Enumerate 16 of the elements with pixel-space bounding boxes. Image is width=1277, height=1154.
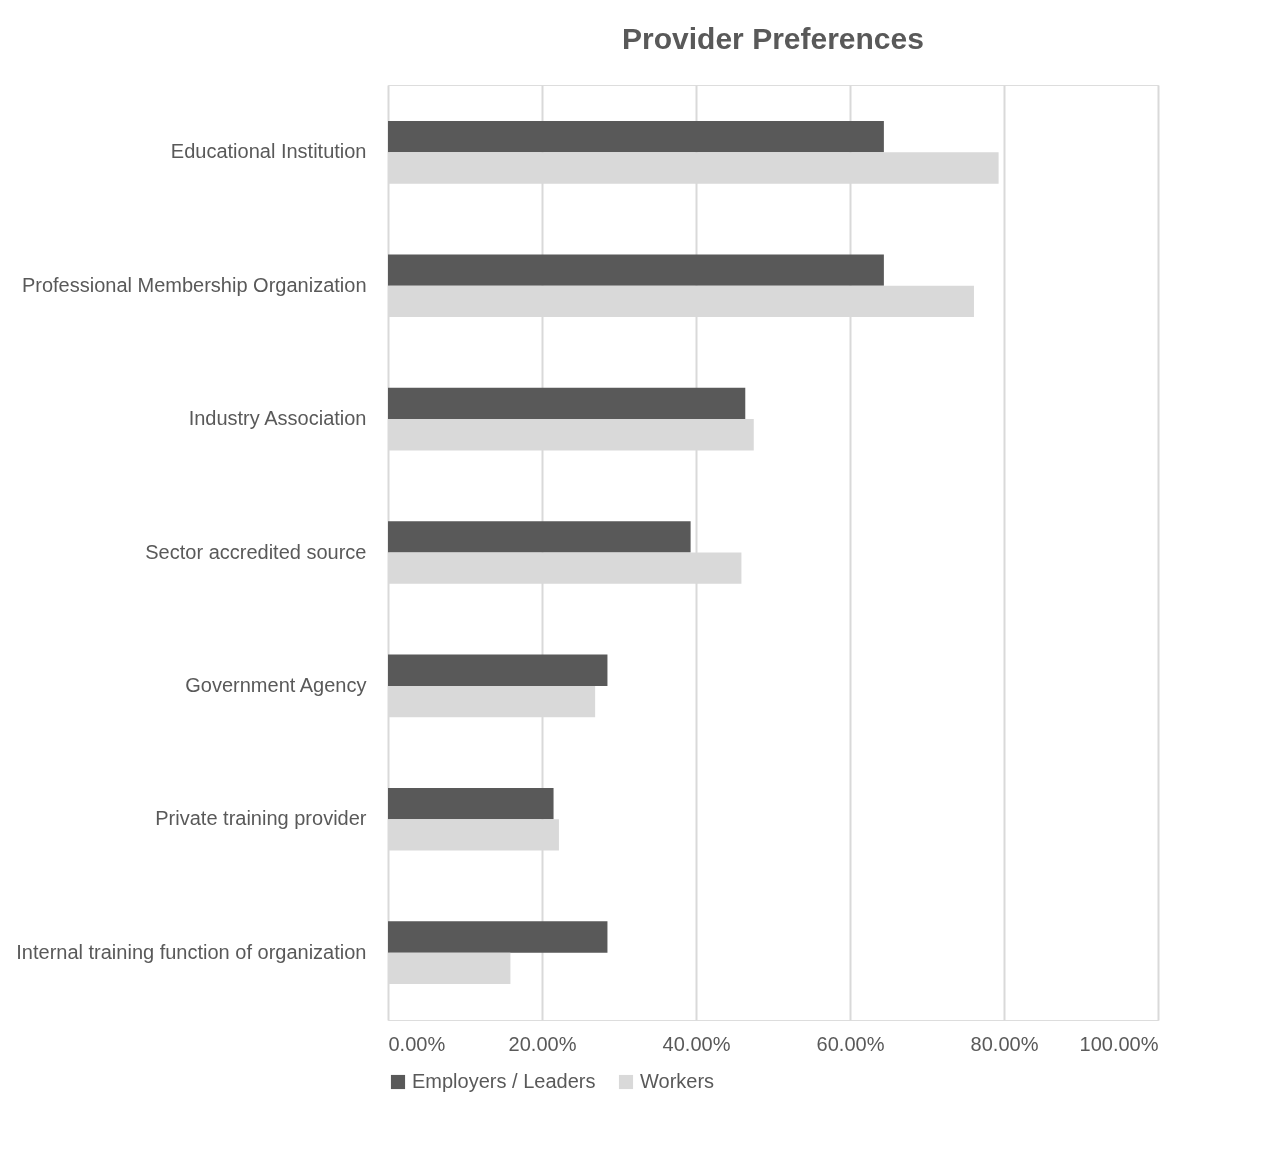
- y-tick-label: Sector accredited source: [145, 540, 367, 563]
- legend-label: Employers / Leaders: [412, 1070, 596, 1092]
- legend-label: Workers: [640, 1070, 715, 1092]
- x-tick-label: 100.00%: [1079, 1032, 1159, 1055]
- x-tick-label: 0.00%: [388, 1032, 446, 1055]
- chart-title: Provider Preferences: [622, 22, 924, 55]
- x-tick-label: 80.00%: [970, 1032, 1039, 1055]
- x-tick-label: 40.00%: [662, 1032, 731, 1055]
- x-tick-label: 20.00%: [508, 1032, 577, 1055]
- x-tick-label: 60.00%: [816, 1032, 885, 1055]
- y-tick-label: Professional Membership Organization: [21, 273, 367, 296]
- y-tick-label: Internal training function of organization: [16, 940, 367, 963]
- y-tick-label: Private training provider: [155, 807, 367, 830]
- y-tick-label: Government Agency: [185, 673, 367, 696]
- y-tick-label: Industry Association: [188, 407, 367, 430]
- y-tick-label: Educational Institution: [170, 140, 367, 163]
